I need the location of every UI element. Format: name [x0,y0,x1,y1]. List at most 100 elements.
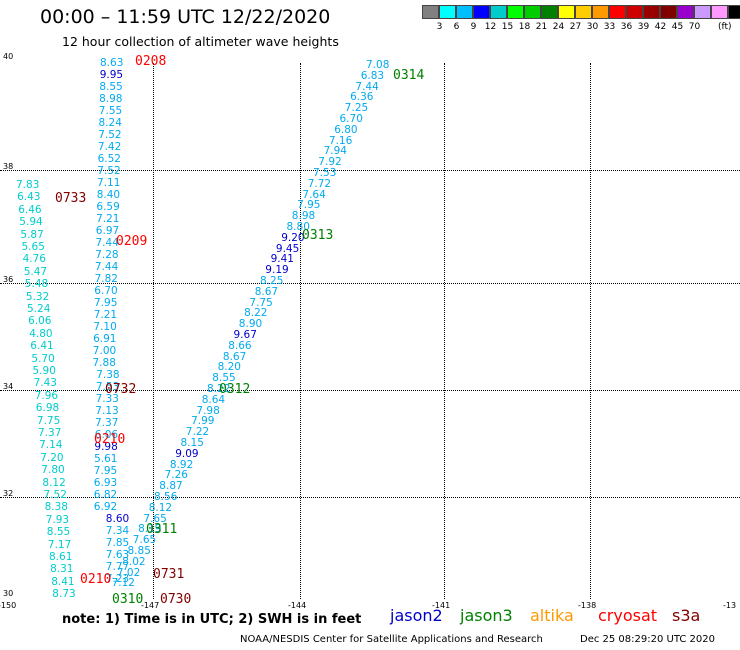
satellite-name: s3a [672,606,701,625]
wave-value: 7.98 [196,404,220,417]
wave-value: 7.52 [97,165,121,177]
pass-label: 0731 [153,567,185,582]
wave-value: 5.65 [21,241,45,253]
legend-label: 21 [535,22,548,32]
wave-value: 6.70 [339,113,363,125]
satellite-name: cryosat [598,606,658,625]
wave-value: 8.56 [154,491,178,503]
legend-label: 12 [484,22,497,32]
wave-value: 5.47 [23,265,48,278]
wave-value: 7.16 [328,134,353,147]
wave-value: 7.92 [318,156,342,169]
wave-value: 8.19 [138,523,162,536]
wave-value: 7.75 [249,296,273,309]
wave-value: 8.98 [291,210,316,223]
wave-value: 8.02 [122,555,146,568]
longitude-label: -13 [723,601,737,610]
legend-label: 18 [518,22,531,32]
wave-value: 8.15 [180,437,204,449]
legend-label: 33 [603,22,616,32]
wave-value: 8.20 [217,361,241,374]
wave-value: 7.22 [185,426,210,439]
pass-label: 0311 [146,522,178,537]
wave-value: 9.98 [94,441,118,453]
satellite-name: jason3 [460,606,513,625]
wave-value: 7.08 [366,59,390,71]
latitude-label: 32 [3,489,14,498]
wave-value: 7.85 [105,537,130,549]
wave-value: 7.20 [40,451,64,464]
grid-line-vertical [444,63,445,599]
wave-value: 7.53 [95,381,120,393]
wave-value: 5.32 [25,290,50,303]
wave-value: 4.80 [29,327,53,340]
wave-value: 7.14 [39,439,63,452]
map-subtitle: 12 hour collection of altimeter wave hei… [62,34,339,49]
wave-value: 8.60 [105,513,130,525]
wave-value: 9.41 [270,253,294,266]
wave-value: 6.83 [360,69,385,82]
wave-value: 7.37 [38,427,62,439]
grid-line-vertical [590,63,591,599]
wave-value: 8.38 [44,501,68,514]
wave-value: 6.98 [35,402,60,415]
legend-unit: (ft) [718,22,732,32]
pass-label: 0314 [393,68,425,83]
wave-value: 6.06 [94,429,119,441]
grid-line-vertical [153,63,154,599]
wave-value: 7.02 [116,566,141,579]
wave-value: 7.82 [94,273,118,285]
wave-value: 8.67 [254,285,279,298]
wave-value: 7.34 [105,525,130,537]
wave-value: 5.48 [24,278,49,291]
wave-value: 5.24 [27,303,51,315]
pass-label: 0209 [116,234,148,249]
wave-value: 8.64 [201,393,226,406]
legend-swatch [694,5,711,19]
wave-value: 6.91 [93,333,117,345]
wave-value: 7.77 [105,561,130,573]
pass-label: 0732 [105,382,137,397]
wave-value: 8.25 [260,275,284,287]
wave-value: 8.80 [286,221,310,233]
wave-value: 6.70 [94,285,118,297]
wave-value: 6.80 [334,123,358,136]
wave-value: 6.93 [93,477,118,489]
wave-value: 8.67 [222,350,247,363]
wave-value: 6.06 [28,315,52,328]
wave-value: 7.21 [93,309,118,321]
legend-label: 45 [671,22,684,32]
wave-value: 7.93 [45,513,70,526]
wave-value: 7.55 [98,105,123,117]
wave-value: 8.12 [42,476,66,489]
wave-value: 8.55 [212,372,236,385]
wave-value: 7.13 [95,405,119,417]
wave-value: 8.24 [98,117,122,129]
wave-value: 9.20 [281,231,305,244]
wave-value: 8.61 [49,551,73,563]
wave-value: 7.52 [43,489,67,501]
pass-label: 0313 [302,228,334,243]
wave-value: 5.70 [31,352,55,365]
wave-value: 5.94 [19,216,43,229]
wave-value: 7.95 [297,199,321,212]
wave-value: 7.88 [92,357,116,369]
wave-value: 7.44 [355,80,379,93]
wave-value: 7.53 [313,167,337,179]
legend-label: 30 [586,22,599,32]
map-title: 00:00 – 11:59 UTC 12/22/2020 [40,6,331,28]
wave-value: 8.55 [46,526,71,539]
wave-value: 9.45 [275,242,300,255]
longitude-label: -147 [141,601,160,610]
latitude-label: 40 [3,52,14,61]
wave-value: 8.31 [50,563,74,576]
wave-value: 7.94 [323,145,347,158]
wave-value: 6.43 [17,191,41,204]
satellite-name: altika [530,606,574,625]
legend-swatch [456,5,473,19]
legend-label: 9 [470,22,477,32]
legend-swatch [541,5,558,19]
wave-value: 7.63 [105,549,130,561]
legend-swatch [728,5,740,19]
legend-swatch [507,5,524,19]
